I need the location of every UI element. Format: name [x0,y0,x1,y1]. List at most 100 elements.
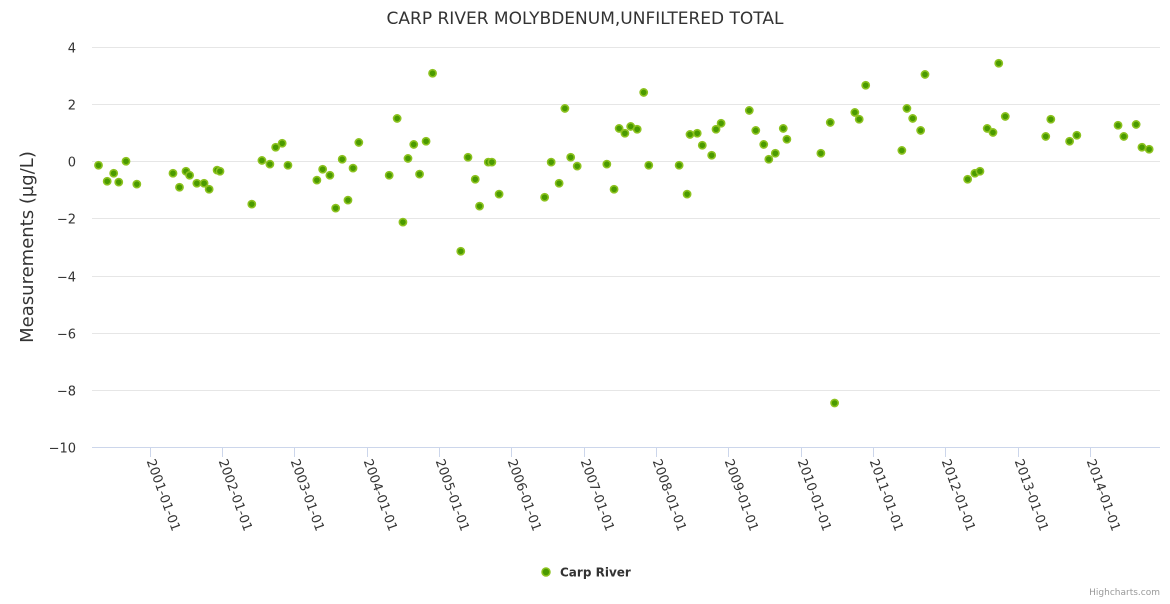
data-point[interactable] [384,170,394,180]
data-point[interactable] [920,70,930,79]
data-point[interactable] [121,156,131,166]
data-point[interactable] [572,161,582,171]
data-point[interactable] [602,159,612,169]
data-point[interactable] [816,148,826,158]
data-point[interactable] [428,68,437,78]
data-point[interactable] [861,80,871,90]
data-point[interactable] [850,108,860,117]
data-point[interactable] [994,58,1004,68]
data-point[interactable] [1065,136,1075,146]
data-point[interactable] [109,168,119,178]
data-point[interactable] [1119,132,1129,141]
data-point[interactable] [782,134,792,144]
data-point[interactable] [902,104,912,113]
data-point[interactable] [632,124,642,134]
data-point[interactable] [546,157,556,167]
data-point[interactable] [744,106,754,115]
data-point[interactable] [132,179,142,189]
data-point[interactable] [494,189,504,199]
data-point[interactable] [318,164,328,174]
data-point[interactable] [614,124,624,133]
credits-link[interactable]: Highcharts.com [1089,588,1160,598]
data-point[interactable] [337,154,347,164]
data-point[interactable] [759,140,769,149]
data-point[interactable] [1000,112,1010,121]
data-point[interactable] [554,178,564,188]
data-point[interactable] [1131,120,1141,129]
data-point[interactable] [192,178,202,188]
data-point[interactable] [185,170,195,180]
data-point[interactable] [982,124,992,133]
data-point[interactable] [265,159,275,169]
data-point[interactable] [988,128,998,137]
data-point[interactable] [1144,144,1154,154]
data-point[interactable] [609,184,619,194]
data-point[interactable] [354,138,364,147]
data-point[interactable] [770,148,780,158]
data-point[interactable] [778,124,788,133]
data-point[interactable] [963,174,973,184]
data-point[interactable] [916,126,926,135]
data-point[interactable] [644,160,654,170]
data-point[interactable] [639,88,649,97]
data-point[interactable] [566,152,576,162]
data-point[interactable] [403,154,413,163]
data-point[interactable] [475,201,484,211]
data-point[interactable] [560,104,570,113]
legend-item-carp-river[interactable]: Carp River [541,566,631,580]
data-point[interactable] [1113,120,1123,130]
data-point[interactable] [854,114,864,124]
data-point[interactable] [175,182,184,192]
data-point[interactable] [415,169,424,179]
data-point[interactable] [1046,114,1056,124]
data-point[interactable] [716,118,726,128]
data-point[interactable] [897,146,907,155]
data-point[interactable] [1137,142,1147,152]
data-point[interactable] [271,142,281,152]
data-point[interactable] [283,160,293,170]
data-point[interactable] [692,128,702,138]
data-point[interactable] [470,174,480,184]
data-point[interactable] [343,195,353,205]
data-point[interactable] [312,175,322,185]
data-point[interactable] [247,199,257,209]
data-point[interactable] [348,163,358,173]
data-point[interactable] [674,160,684,170]
data-point[interactable] [325,170,335,180]
data-point[interactable] [94,160,103,170]
data-point[interactable] [975,166,985,176]
data-point[interactable] [215,166,225,176]
data-point[interactable] [114,177,124,187]
data-point[interactable] [456,246,466,256]
data-point[interactable] [199,178,209,188]
data-point[interactable] [1041,132,1051,141]
data-point[interactable] [102,176,112,186]
data-point[interactable] [908,114,918,123]
data-point[interactable] [764,154,774,164]
data-point[interactable] [540,192,550,202]
data-point[interactable] [487,157,497,167]
data-point[interactable] [707,150,717,160]
data-point[interactable] [685,130,695,139]
data-point[interactable] [168,168,178,178]
y-tick-label: −6 [57,328,76,343]
data-point[interactable] [751,126,761,135]
data-point[interactable] [409,140,419,149]
chart-title: CARP RIVER MOLYBDENUM,UNFILTERED TOTAL [387,9,784,29]
data-point[interactable] [697,140,707,150]
data-point[interactable] [682,189,692,199]
data-point[interactable] [204,184,214,194]
data-point[interactable] [830,398,840,408]
data-point[interactable] [620,128,630,138]
data-point[interactable] [421,136,431,146]
data-point[interactable] [392,114,402,123]
data-point[interactable] [711,124,721,134]
data-point[interactable] [277,138,287,148]
data-point[interactable] [331,203,341,213]
legend-marker-icon [541,567,551,577]
data-point[interactable] [825,118,835,127]
data-point[interactable] [257,156,267,165]
data-point[interactable] [398,217,408,227]
data-point[interactable] [463,152,473,162]
data-point[interactable] [1072,130,1082,140]
